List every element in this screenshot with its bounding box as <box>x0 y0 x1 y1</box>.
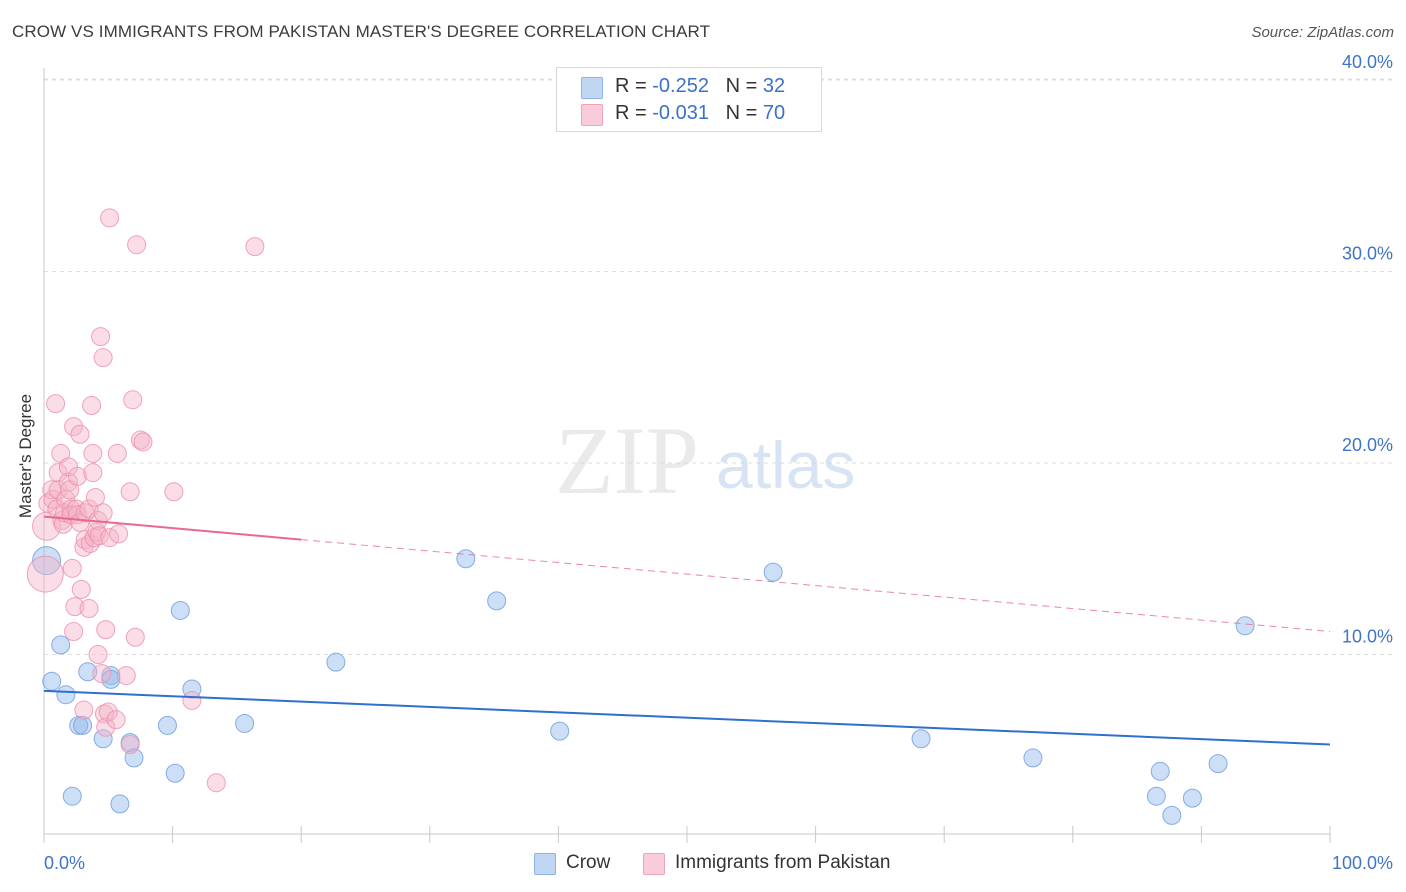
legend-r-value: -0.031 <box>652 102 709 124</box>
point-pakistan <box>245 237 265 257</box>
watermark-zip: ZIP <box>555 407 699 514</box>
point-pakistan <box>79 599 99 619</box>
legend-r-label: R = <box>615 75 647 97</box>
point-pakistan <box>130 430 150 450</box>
point-crow <box>1162 805 1182 825</box>
bottom-legend-swatch-pakistan <box>643 853 665 875</box>
chart-title: CROW VS IMMIGRANTS FROM PAKISTAN MASTER'… <box>12 22 711 41</box>
point-crow <box>1208 754 1228 774</box>
point-pakistan <box>182 690 202 710</box>
legend-n-label: N = <box>725 102 758 124</box>
point-crow <box>62 786 82 806</box>
point-pakistan <box>127 235 147 255</box>
trendline-crow <box>43 689 1331 746</box>
point-pakistan <box>85 487 105 507</box>
trendline-pakistan <box>43 515 302 541</box>
point-pakistan <box>120 482 140 502</box>
point-pakistan <box>67 466 87 486</box>
point-crow <box>763 562 783 582</box>
bottom-legend-label-crow: Crow <box>566 852 611 873</box>
y-tick-label: 10.0% <box>1342 627 1393 647</box>
point-crow <box>56 685 76 705</box>
point-pakistan <box>83 443 103 463</box>
source-label: Source: ZipAtlas.com <box>1251 24 1394 41</box>
point-crow <box>235 713 255 733</box>
point-crow <box>170 600 190 620</box>
point-crow <box>1235 616 1255 636</box>
point-pakistan <box>83 463 103 483</box>
point-pakistan <box>46 394 66 414</box>
legend-n-label: N = <box>725 75 758 97</box>
point-pakistan <box>71 579 91 599</box>
point-pakistan <box>70 424 90 444</box>
point-crow <box>550 721 570 741</box>
legend-n-value: 70 <box>762 102 786 124</box>
point-pakistan <box>107 443 127 463</box>
legend: R = -0.252 N = 32 R = -0.031 N = 70 <box>556 67 822 132</box>
y-tick-label: 40.0% <box>1342 52 1393 72</box>
point-pakistan <box>93 348 113 368</box>
point-pakistan <box>65 597 85 617</box>
point-pakistan <box>123 390 143 410</box>
point-crow <box>51 635 71 655</box>
point-crow <box>157 715 177 735</box>
y-tick-label: 20.0% <box>1342 435 1393 455</box>
point-pakistan <box>64 417 84 437</box>
point-pakistan <box>116 666 136 686</box>
point-pakistan <box>206 773 226 793</box>
point-pakistan <box>109 524 129 544</box>
point-crow <box>1023 748 1043 768</box>
point-pakistan <box>64 622 84 642</box>
trendline-dashed-pakistan <box>301 539 1331 633</box>
bottom-legend-swatch-crow <box>534 853 556 875</box>
point-pakistan <box>74 700 94 720</box>
x-tick-label: 100.0% <box>1332 853 1393 873</box>
legend-swatch-pakistan <box>581 104 603 126</box>
point-pakistan <box>96 717 116 737</box>
legend-swatch-crow <box>581 77 603 99</box>
point-pakistan <box>96 620 116 640</box>
point-pakistan <box>125 627 145 647</box>
point-crow <box>456 549 476 569</box>
point-pakistan <box>133 432 153 452</box>
point-pakistan <box>88 645 108 664</box>
point-pakistan <box>92 664 112 684</box>
point-pakistan <box>100 208 120 228</box>
point-pakistan <box>164 482 184 502</box>
legend-n-value: 32 <box>762 75 786 97</box>
point-pakistan <box>106 710 126 730</box>
point-pakistan <box>93 503 113 523</box>
point-crow <box>101 669 121 689</box>
watermark-atlas: atlas <box>716 428 855 502</box>
legend-r-label: R = <box>615 102 647 124</box>
point-crow <box>42 671 62 691</box>
bottom-legend-label-pakistan: Immigrants from Pakistan <box>675 852 891 873</box>
point-pakistan <box>26 555 64 593</box>
point-crow <box>78 662 98 682</box>
point-pakistan <box>48 480 68 500</box>
point-crow <box>911 729 931 749</box>
point-pakistan <box>58 472 78 492</box>
x-tick-label: 0.0% <box>44 853 85 873</box>
point-crow <box>1146 786 1166 806</box>
point-crow <box>73 715 93 735</box>
point-crow <box>165 763 185 783</box>
point-pakistan <box>120 735 140 755</box>
legend-r-value: -0.252 <box>652 75 709 97</box>
point-crow <box>487 591 507 611</box>
point-crow <box>326 652 346 672</box>
point-crow <box>110 794 130 814</box>
point-pakistan <box>98 702 118 722</box>
point-crow <box>1150 761 1170 781</box>
point-crow <box>93 729 113 749</box>
point-pakistan <box>62 558 82 578</box>
legend-text-crow: R = -0.252 N = 32 <box>615 75 785 98</box>
legend-text-pakistan: R = -0.031 N = 70 <box>615 102 785 125</box>
point-pakistan <box>82 396 102 416</box>
point-pakistan <box>48 463 68 483</box>
point-pakistan <box>91 327 111 347</box>
y-tick-label: 30.0% <box>1342 244 1393 264</box>
point-crow <box>1182 788 1202 808</box>
